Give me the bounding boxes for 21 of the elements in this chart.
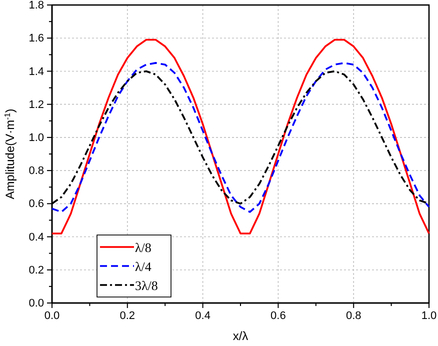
legend-label: λ/4 bbox=[135, 259, 152, 274]
y-tick-label: 0.0 bbox=[28, 298, 44, 310]
y-tick-label: 1.6 bbox=[28, 32, 44, 45]
legend-label: λ/8 bbox=[135, 240, 152, 255]
x-axis-title: x/λ bbox=[232, 329, 248, 343]
x-tick-label: 0.6 bbox=[270, 310, 286, 322]
y-tick-label: 0.4 bbox=[28, 231, 44, 244]
y-tick-label: 1.4 bbox=[28, 66, 44, 78]
y-tick-label: 1.8 bbox=[28, 0, 44, 12]
legend-label: 3λ/8 bbox=[135, 278, 158, 293]
y-tick-label: 1.2 bbox=[28, 98, 44, 111]
x-tick-label: 0.4 bbox=[195, 310, 210, 322]
y-tick-label: 1.0 bbox=[28, 132, 44, 144]
y-tick-label: 0.6 bbox=[28, 198, 44, 210]
x-tick-label: 0.0 bbox=[44, 310, 60, 322]
y-tick-label: 0.2 bbox=[28, 264, 44, 276]
x-tick-label: 1.0 bbox=[421, 310, 437, 322]
x-tick-label: 0.8 bbox=[346, 310, 362, 322]
x-tick-label: 0.2 bbox=[120, 310, 136, 322]
y-tick-label: 0.8 bbox=[28, 165, 44, 178]
line-series bbox=[51, 38, 430, 234]
